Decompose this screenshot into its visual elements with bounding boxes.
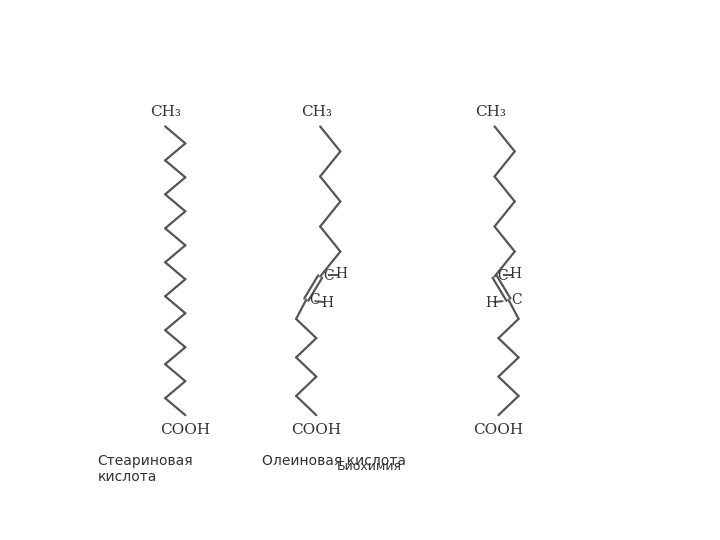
Text: CH₃: CH₃ [301, 105, 332, 119]
Text: C: C [323, 269, 334, 283]
Text: C: C [512, 293, 522, 307]
Text: H: H [485, 296, 498, 310]
Text: H: H [321, 296, 333, 310]
Text: COOH: COOH [291, 423, 341, 437]
Text: Стеариновая
кислота: Стеариновая кислота [98, 454, 194, 484]
Text: H: H [510, 267, 521, 281]
Text: COOH: COOH [161, 423, 210, 437]
Text: CH₃: CH₃ [150, 105, 181, 119]
Text: Олеиновая кислота: Олеиновая кислота [262, 454, 406, 468]
Text: H: H [335, 267, 347, 281]
Text: CH₃: CH₃ [475, 105, 506, 119]
Text: COOH: COOH [473, 423, 523, 437]
Text: Биохимия: Биохимия [336, 460, 402, 473]
Text: C: C [498, 269, 508, 283]
Text: C: C [310, 293, 320, 307]
